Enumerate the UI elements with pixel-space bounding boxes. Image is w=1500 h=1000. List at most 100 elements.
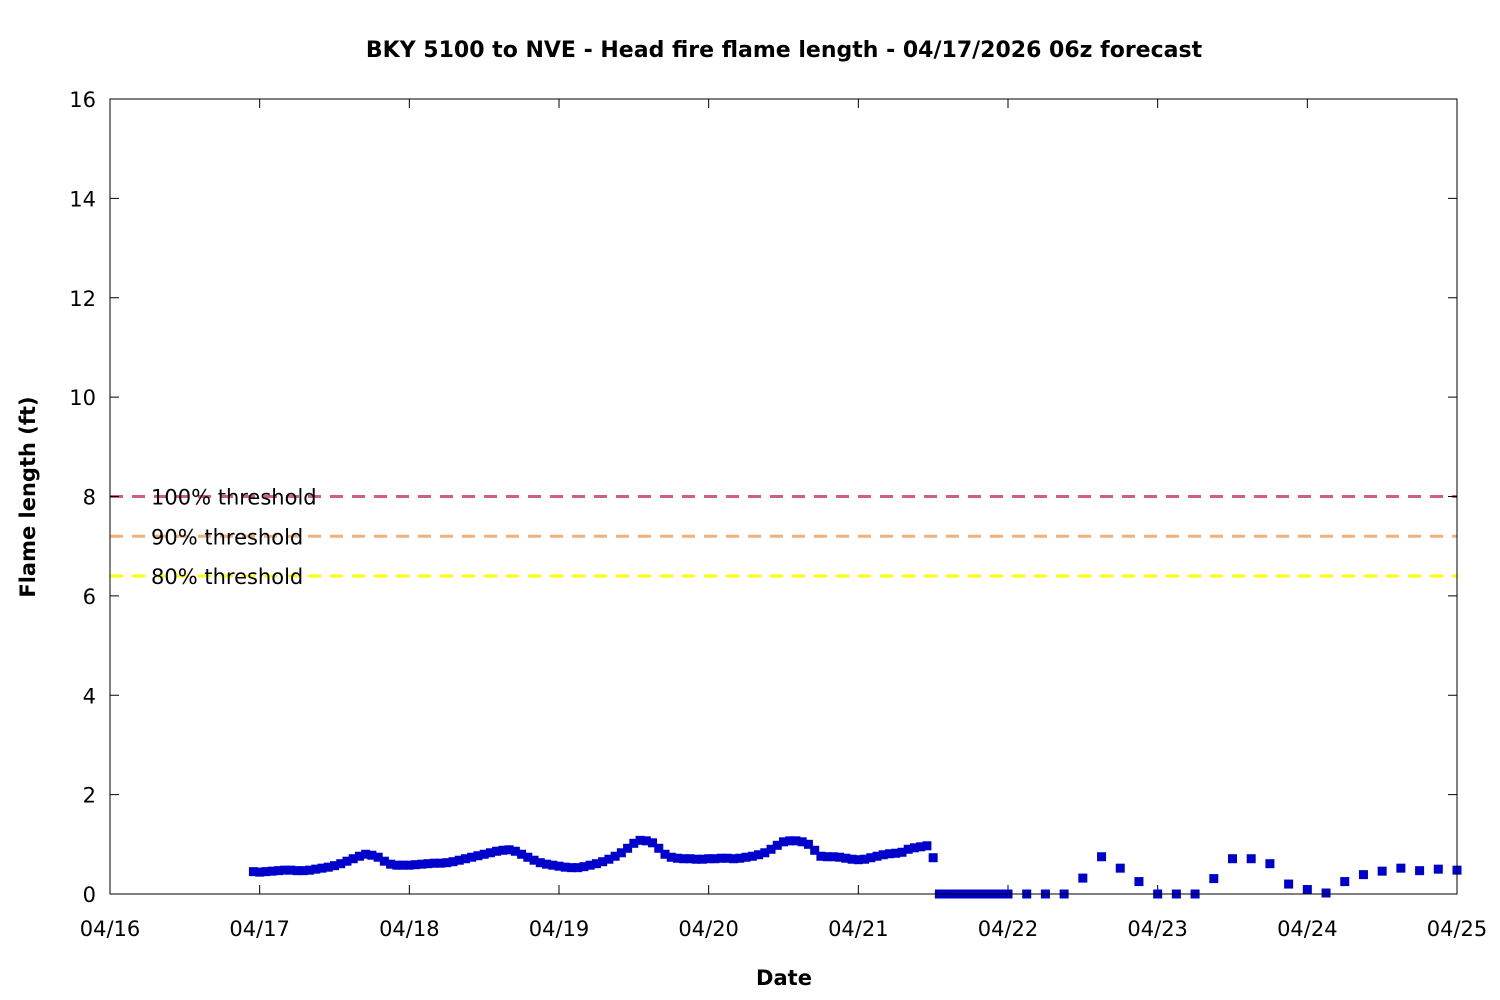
y-tick-label: 6 [83,585,96,609]
data-point [579,862,589,872]
data-point [311,864,321,874]
data-point [454,855,464,865]
data-point [604,854,614,864]
data-point [891,848,901,858]
data-point [1097,852,1107,862]
data-point [535,858,545,868]
reference-lines: 100% threshold 90% threshold 80% threshold [110,486,1457,589]
data-point [317,863,327,873]
data-point [710,854,720,864]
data-point [835,852,845,862]
x-tick-label: 04/19 [529,917,590,941]
data-point [1078,873,1088,883]
data-point [803,839,813,849]
data-point [660,849,670,859]
chart-title: BKY 5100 to NVE - Head fire flame length… [366,38,1203,63]
data-point [373,852,383,862]
data-point [529,855,539,865]
plot-frame [109,98,1458,895]
data-point [498,845,508,855]
data-point [922,841,932,851]
data-point [367,850,377,860]
data-point [330,861,339,871]
data-point [754,850,764,860]
data-point [248,867,258,877]
data-point [1284,879,1294,889]
data-point [679,854,689,864]
x-tick-label: 04/18 [379,917,440,941]
data-point [766,844,776,854]
data-point [517,849,527,859]
y-tick-label: 2 [83,784,96,808]
data-point [348,854,358,864]
data-point [716,853,726,863]
data-point [492,846,502,856]
data-points [248,835,1462,899]
data-point [654,843,664,853]
data-point [1340,877,1350,887]
data-point [379,856,389,866]
data-point [398,860,408,870]
data-point [261,867,271,877]
x-tick-label: 04/25 [1427,917,1488,941]
data-point [1377,866,1387,876]
data-point [1358,870,1368,880]
data-point [404,860,414,870]
data-point [741,852,751,862]
data-point [323,862,333,872]
data-point [685,854,695,864]
data-point [629,838,639,848]
data-point [417,859,427,869]
data-point [822,852,832,862]
data-point [847,854,857,864]
data-point [411,860,421,870]
x-tick-label: 04/17 [229,917,290,941]
x-tick-label: 04/21 [828,917,889,941]
data-point [810,845,820,855]
data-point [735,853,745,863]
data-point [691,854,701,864]
data-point [429,858,439,868]
data-point [779,837,788,847]
data-point [623,843,633,853]
data-point [648,838,658,848]
x-tick-label: 04/23 [1127,917,1188,941]
x-tick-label: 04/16 [80,917,141,941]
y-tick-label: 8 [83,486,96,510]
data-point [448,857,458,867]
data-point [1134,877,1144,887]
data-point [866,853,876,863]
x-tick-label: 04/20 [678,917,739,941]
threshold-label: 80% threshold [151,565,303,589]
data-point [791,836,801,846]
data-point [916,842,926,852]
data-point [598,857,608,867]
data-point [479,849,489,859]
data-point [729,854,739,864]
data-point [1246,854,1256,864]
data-point [722,853,732,863]
threshold-label: 90% threshold [151,525,303,549]
y-axis-label: Flame length (ft) [16,396,40,597]
data-point [797,837,807,847]
data-point [704,854,714,864]
y-tick-label: 4 [83,684,96,708]
data-point [1321,888,1331,898]
data-point [897,847,907,857]
data-point [747,851,757,861]
data-point [1396,863,1406,873]
data-point [903,844,913,854]
data-point [635,835,645,845]
data-point [1209,874,1219,884]
data-point [872,851,882,861]
y-tick-label: 14 [69,187,96,211]
y-tick-label: 10 [69,386,96,410]
data-point [928,853,938,863]
data-point [772,840,782,850]
data-point [523,852,533,862]
data-point [273,866,283,876]
data-point [853,855,863,865]
data-point [386,859,396,869]
data-point [467,852,477,862]
